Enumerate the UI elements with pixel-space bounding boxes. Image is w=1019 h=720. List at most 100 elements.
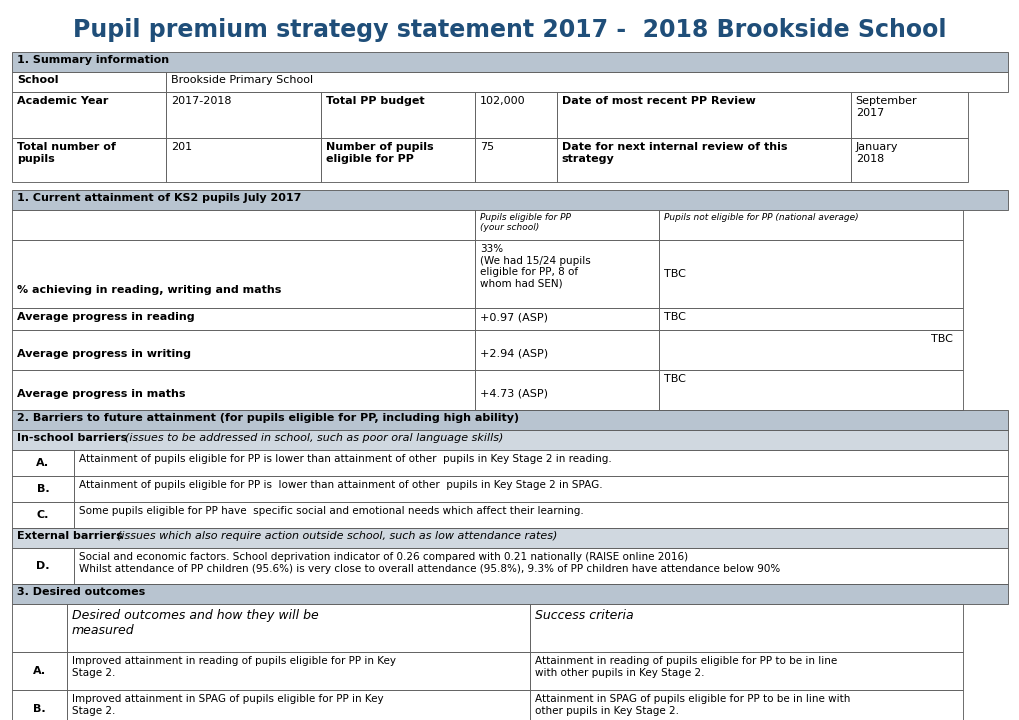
Text: 2. Barriers to future attainment (for pupils eligible for PP, including high abi: 2. Barriers to future attainment (for pu… xyxy=(17,413,519,423)
Bar xyxy=(12,604,66,652)
Text: Social and economic factors. School deprivation indicator of 0.26 compared with : Social and economic factors. School depr… xyxy=(78,552,780,574)
Bar xyxy=(12,240,475,308)
Text: Date for next internal review of this
strategy: Date for next internal review of this st… xyxy=(561,142,787,163)
Text: Brookside Primary School: Brookside Primary School xyxy=(171,75,313,85)
Bar xyxy=(73,548,1007,584)
Text: Improved attainment in SPAG of pupils eligible for PP in Key
Stage 2.: Improved attainment in SPAG of pupils el… xyxy=(71,694,383,716)
Text: Desired outcomes and how they will be
measured: Desired outcomes and how they will be me… xyxy=(71,609,318,637)
Text: 33%
(We had 15/24 pupils
eligible for PP, 8 of
whom had SEN): 33% (We had 15/24 pupils eligible for PP… xyxy=(480,244,590,289)
Bar xyxy=(73,476,1007,502)
Text: TBC: TBC xyxy=(663,374,686,384)
Bar xyxy=(475,210,658,240)
Bar xyxy=(475,92,556,138)
Bar xyxy=(166,92,320,138)
Text: Date of most recent PP Review: Date of most recent PP Review xyxy=(561,96,755,106)
Bar xyxy=(850,138,967,182)
Bar xyxy=(12,476,73,502)
Bar xyxy=(320,92,475,138)
Text: Pupils eligible for PP
(your school): Pupils eligible for PP (your school) xyxy=(480,213,571,233)
Bar xyxy=(530,604,962,652)
Bar xyxy=(658,210,962,240)
Bar xyxy=(530,690,962,720)
Bar xyxy=(12,690,66,720)
Bar xyxy=(12,52,1007,72)
Bar xyxy=(12,190,1007,210)
Text: Success criteria: Success criteria xyxy=(534,609,633,622)
Bar xyxy=(12,528,1007,548)
Text: +2.94 (ASP): +2.94 (ASP) xyxy=(480,349,548,359)
Bar xyxy=(658,308,962,330)
Bar xyxy=(12,502,73,528)
Text: D.: D. xyxy=(36,561,50,571)
Text: 102,000: 102,000 xyxy=(480,96,525,106)
Text: Attainment in reading of pupils eligible for PP to be in line
with other pupils : Attainment in reading of pupils eligible… xyxy=(534,656,837,678)
Bar xyxy=(530,652,962,690)
Bar xyxy=(475,138,556,182)
Bar xyxy=(12,308,475,330)
Bar xyxy=(66,690,530,720)
Bar xyxy=(850,92,967,138)
Text: Average progress in reading: Average progress in reading xyxy=(17,312,195,322)
Bar xyxy=(73,502,1007,528)
Text: C.: C. xyxy=(37,510,49,520)
Bar xyxy=(166,72,1007,92)
Text: September
2017: September 2017 xyxy=(855,96,916,117)
Bar xyxy=(658,240,962,308)
Text: % achieving in reading, writing and maths: % achieving in reading, writing and math… xyxy=(17,285,281,295)
Bar xyxy=(475,330,658,370)
Bar xyxy=(658,330,962,370)
Bar xyxy=(12,450,73,476)
Bar xyxy=(475,370,658,410)
Text: TBC: TBC xyxy=(930,334,952,344)
Text: Average progress in writing: Average progress in writing xyxy=(17,349,191,359)
Text: 3. Desired outcomes: 3. Desired outcomes xyxy=(17,587,145,597)
Text: (issues which also require action outside school, such as low attendance rates): (issues which also require action outsid… xyxy=(117,531,556,541)
Bar xyxy=(658,370,962,410)
Text: External barriers: External barriers xyxy=(17,531,126,541)
Text: Pupil premium strategy statement 2017 -  2018 Brookside School: Pupil premium strategy statement 2017 - … xyxy=(73,18,946,42)
Bar xyxy=(12,72,166,92)
Bar xyxy=(12,410,1007,430)
Text: Pupils not eligible for PP (national average): Pupils not eligible for PP (national ave… xyxy=(663,213,858,222)
Bar xyxy=(66,652,530,690)
Bar xyxy=(12,210,475,240)
Text: TBC: TBC xyxy=(663,312,686,322)
Text: School: School xyxy=(17,75,58,85)
Text: Improved attainment in reading of pupils eligible for PP in Key
Stage 2.: Improved attainment in reading of pupils… xyxy=(71,656,395,678)
Bar xyxy=(73,450,1007,476)
Text: (issues to be addressed in school, such as poor oral language skills): (issues to be addressed in school, such … xyxy=(125,433,503,443)
Text: In-school barriers: In-school barriers xyxy=(17,433,131,443)
Text: 1. Current attainment of KS2 pupils July 2017: 1. Current attainment of KS2 pupils July… xyxy=(17,193,301,203)
Text: Some pupils eligible for PP have  specific social and emotional needs which affe: Some pupils eligible for PP have specifi… xyxy=(78,506,583,516)
Bar xyxy=(12,430,1007,450)
Bar xyxy=(66,604,530,652)
Bar xyxy=(166,138,320,182)
Text: Number of pupils
eligible for PP: Number of pupils eligible for PP xyxy=(325,142,433,163)
Text: Academic Year: Academic Year xyxy=(17,96,108,106)
Bar xyxy=(556,92,850,138)
Bar xyxy=(12,138,166,182)
Bar xyxy=(475,240,658,308)
Text: January
2018: January 2018 xyxy=(855,142,898,163)
Text: 201: 201 xyxy=(171,142,193,152)
Text: Attainment in SPAG of pupils eligible for PP to be in line with
other pupils in : Attainment in SPAG of pupils eligible fo… xyxy=(534,694,850,716)
Bar xyxy=(12,92,166,138)
Bar xyxy=(12,330,475,370)
Text: +0.97 (ASP): +0.97 (ASP) xyxy=(480,312,547,322)
Text: Attainment of pupils eligible for PP is  lower than attainment of other  pupils : Attainment of pupils eligible for PP is … xyxy=(78,480,602,490)
Text: Average progress in maths: Average progress in maths xyxy=(17,389,185,399)
Text: B.: B. xyxy=(33,704,46,714)
Bar xyxy=(12,652,66,690)
Text: 75: 75 xyxy=(480,142,494,152)
Text: Total PP budget: Total PP budget xyxy=(325,96,424,106)
Bar xyxy=(475,308,658,330)
Text: 2017-2018: 2017-2018 xyxy=(171,96,231,106)
Text: TBC: TBC xyxy=(663,269,686,279)
Text: B.: B. xyxy=(37,484,49,494)
Bar xyxy=(12,548,73,584)
Text: +4.73 (ASP): +4.73 (ASP) xyxy=(480,389,547,399)
Text: A.: A. xyxy=(37,458,49,468)
Text: Total number of
pupils: Total number of pupils xyxy=(17,142,116,163)
Bar xyxy=(556,138,850,182)
Text: 1. Summary information: 1. Summary information xyxy=(17,55,169,65)
